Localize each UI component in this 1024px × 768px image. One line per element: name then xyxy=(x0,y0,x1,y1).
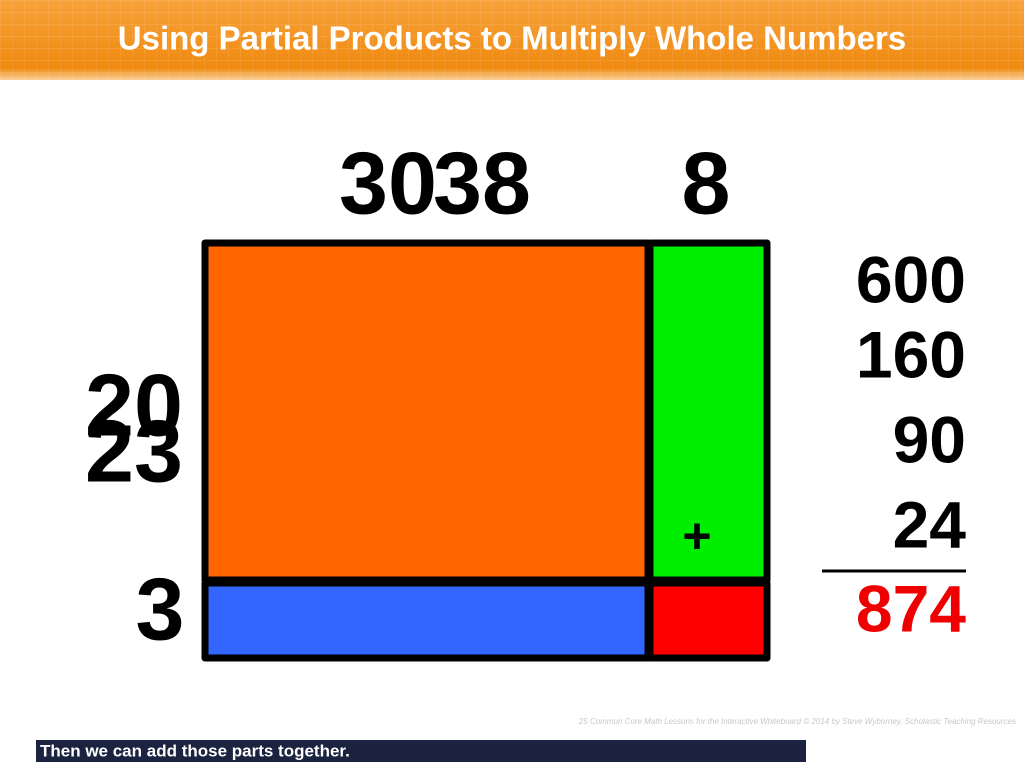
region-ones-ones xyxy=(646,579,771,662)
side-label: 3 xyxy=(136,559,185,658)
partial-product: 600 xyxy=(856,242,966,316)
partial-product: 160 xyxy=(856,317,966,391)
title: Using Partial Products to Multiply Whole… xyxy=(118,20,906,57)
top-label: 30 xyxy=(339,133,437,232)
plus-sign: + xyxy=(682,508,711,564)
partial-product: 24 xyxy=(893,487,967,561)
region-ones-tens xyxy=(201,579,652,662)
caption: Then we can add those parts together. xyxy=(40,741,350,760)
partial-product: 90 xyxy=(893,402,966,476)
caption-box xyxy=(36,740,806,762)
region-tens-ones xyxy=(646,239,771,584)
header-grid xyxy=(0,0,1024,80)
side-label: 23 xyxy=(85,401,183,500)
top-label: 8 xyxy=(682,133,731,232)
top-label: 38 xyxy=(433,133,531,232)
total: 874 xyxy=(856,571,966,645)
side-label: 20 xyxy=(85,355,183,454)
region-tens-tens xyxy=(201,239,652,584)
credit: 25 Common Core Math Lessons for the Inte… xyxy=(578,717,1016,726)
